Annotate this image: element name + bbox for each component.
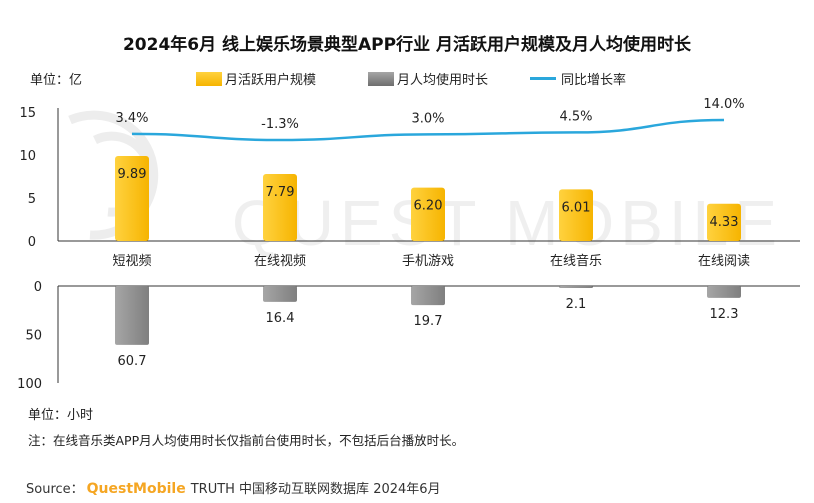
growth-label: 14.0% (703, 97, 744, 112)
source-line: Source： QuestMobile TRUTH 中国移动互联网数据库 202… (26, 478, 441, 497)
bottom-y-tick-label: 100 (17, 377, 42, 392)
bar-mau-label: 4.33 (710, 215, 739, 230)
x-category-label: 在线阅读 (698, 254, 750, 269)
bar-mau (115, 155, 149, 241)
source-rest: TRUTH 中国移动互联网数据库 2024年6月 (190, 482, 441, 497)
bar-mau (411, 187, 445, 241)
legend-label-growth: 同比增长率 (561, 73, 627, 88)
bottom-unit-label: 单位：小时 (28, 408, 94, 423)
bar-mau-label: 7.79 (266, 185, 295, 200)
growth-line (131, 118, 725, 142)
bar-time-label: 12.3 (710, 307, 739, 322)
bar-time (411, 286, 445, 306)
legend-item-time: 月人均使用时长 (368, 69, 488, 88)
x-category-label: 在线视频 (254, 254, 306, 269)
legend-item-growth: 同比增长率 (530, 69, 626, 88)
bar-mau (559, 189, 593, 241)
growth-label: 3.4% (115, 111, 148, 126)
legend-swatch-time (368, 71, 394, 86)
watermark-text: QUEST MOBILE (232, 187, 783, 259)
bar-time (559, 286, 593, 289)
growth-label: 3.0% (411, 111, 444, 126)
bar-time-label: 16.4 (266, 311, 295, 326)
top-unit-label: 单位：亿 (30, 73, 83, 88)
legend-label-mau: 月活跃用户规模 (225, 73, 317, 88)
bar-time (707, 286, 741, 298)
x-category-label: 短视频 (112, 254, 151, 269)
bar-time (263, 286, 297, 302)
bar-mau-label: 9.89 (118, 167, 147, 182)
top-y-tick-label: 0 (28, 235, 36, 250)
bar-time-label: 2.1 (566, 297, 587, 312)
bar-mau (707, 203, 741, 241)
x-category-label: 在线音乐 (550, 253, 602, 269)
source-prefix: Source： (26, 482, 84, 497)
bar-mau-label: 6.20 (414, 199, 443, 214)
bar-time-label: 60.7 (118, 354, 147, 369)
bar-time (115, 286, 149, 345)
bar-mau (263, 174, 297, 241)
source-brand: QuestMobile (86, 481, 186, 497)
bottom-y-tick-label: 0 (34, 280, 42, 295)
chart-title: 2024年6月 线上娱乐场景典型APP行业 月活跃用户规模及月人均使用时长 (122, 35, 692, 55)
top-y-tick-label: 10 (19, 149, 36, 164)
top-y-tick-label: 5 (28, 192, 36, 207)
legend-label-time: 月人均使用时长 (397, 73, 489, 88)
legend-swatch-growth (530, 77, 556, 80)
top-y-tick-label: 15 (19, 106, 36, 121)
footnote: 注：在线音乐类APP月人均使用时长仅指前台使用时长，不包括后台播放时长。 (28, 433, 465, 448)
legend-swatch-mau (196, 71, 222, 86)
x-category-label: 手机游戏 (402, 254, 454, 269)
legend-item-mau: 月活跃用户规模 (196, 69, 316, 88)
bar-time-label: 19.7 (414, 314, 443, 329)
bottom-y-tick-label: 50 (25, 329, 42, 344)
growth-label: 4.5% (559, 109, 592, 124)
bar-mau-label: 6.01 (562, 200, 591, 215)
growth-label: -1.3% (261, 117, 299, 132)
